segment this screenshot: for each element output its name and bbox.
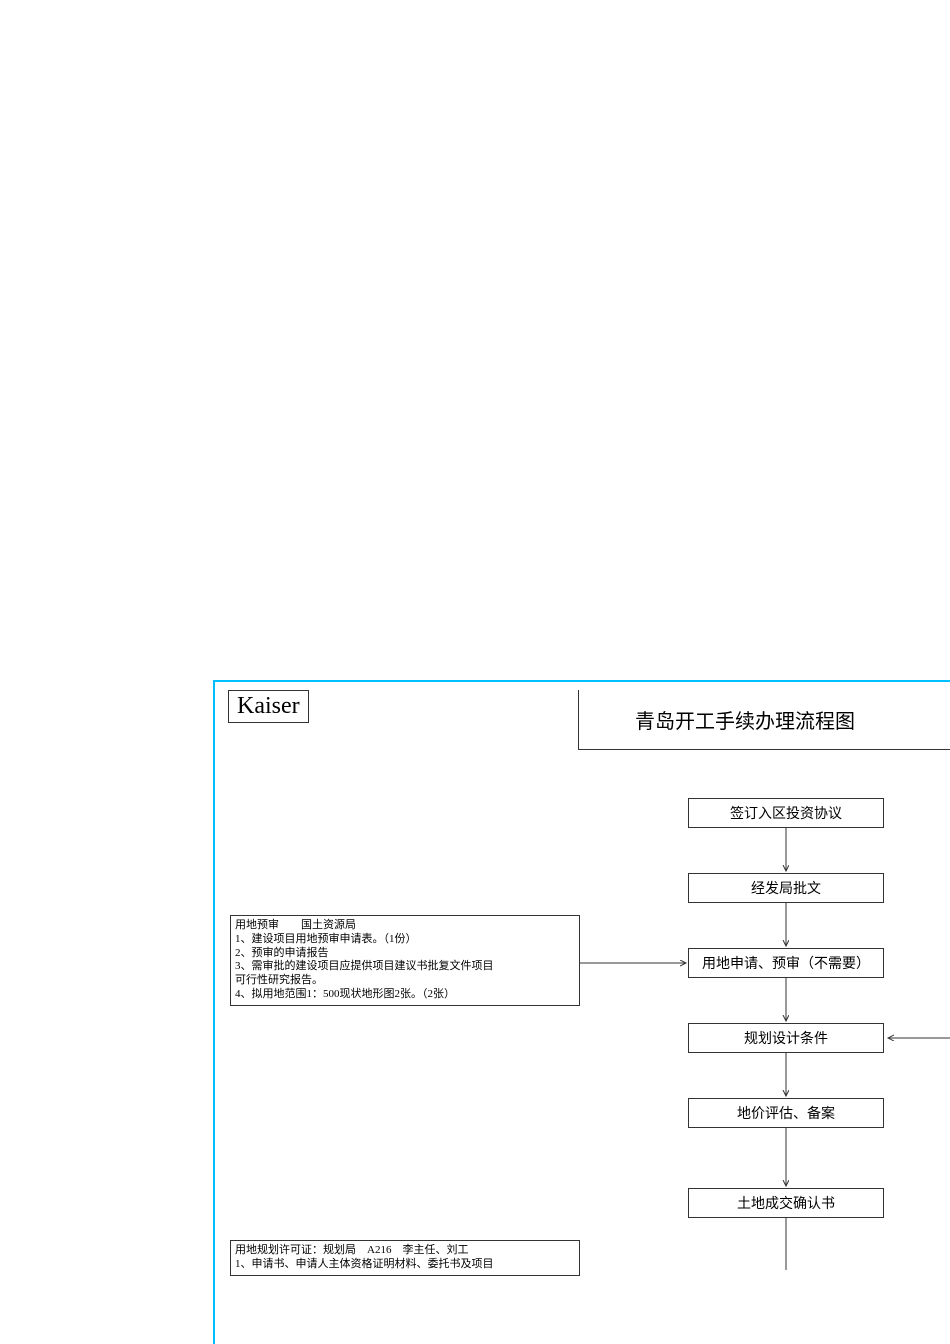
flow-node-4: 规划设计条件 (688, 1023, 884, 1053)
flow-node-5: 地价评估、备案 (688, 1098, 884, 1128)
flow-node-3: 用地申请、预审（不需要） (688, 948, 884, 978)
flow-node-2: 经发局批文 (688, 873, 884, 903)
flow-node-6: 土地成交确认书 (688, 1188, 884, 1218)
node-label: 经发局批文 (751, 878, 821, 898)
node-label: 用地申请、预审（不需要） (702, 953, 870, 973)
kaiser-logo: Kaiser (228, 690, 309, 723)
note-line: 用地预审 国土资源局 (235, 919, 575, 933)
node-label: 地价评估、备案 (737, 1103, 835, 1123)
kaiser-text: Kaiser (237, 693, 300, 719)
note-line: 1、建设项目用地预审申请表。（1份） (235, 933, 575, 947)
note-box-2: 用地规划许可证：规划局 A216 李主任、刘工 1、申请书、申请人主体资格证明材… (230, 1240, 580, 1276)
node-label: 规划设计条件 (744, 1028, 828, 1048)
note-box-1: 用地预审 国土资源局 1、建设项目用地预审申请表。（1份） 2、预审的申请报告 … (230, 915, 580, 1006)
title-box: 青岛开工手续办理流程图 (578, 690, 950, 750)
canvas: Kaiser 青岛开工手续办理流程图 签订入区投资协议 经发局批文 用地申请、预… (0, 0, 950, 1344)
node-label: 土地成交确认书 (737, 1193, 835, 1213)
note-line: 2、预审的申请报告 (235, 947, 575, 961)
note-line: 4、拟用地范围1：500现状地形图2张。（2张） (235, 988, 575, 1002)
node-label: 签订入区投资协议 (730, 803, 842, 823)
note-line: 用地规划许可证：规划局 A216 李主任、刘工 (235, 1244, 575, 1258)
note-line: 1、申请书、申请人主体资格证明材料、委托书及项目 (235, 1258, 575, 1272)
note-line: 3、需审批的建设项目应提供项目建议书批复文件项目 (235, 960, 575, 974)
note-line: 可行性研究报告。 (235, 974, 575, 988)
title-text: 青岛开工手续办理流程图 (635, 705, 855, 734)
flow-node-1: 签订入区投资协议 (688, 798, 884, 828)
